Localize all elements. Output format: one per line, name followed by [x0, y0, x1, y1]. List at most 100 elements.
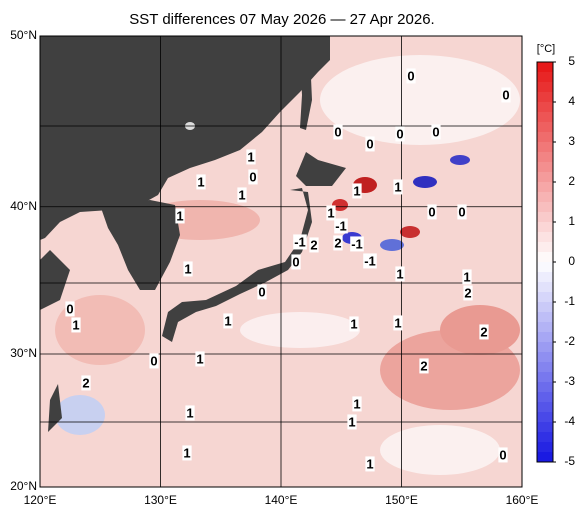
lat-tick-label: 40°N	[10, 199, 37, 213]
contour-label: 1	[353, 183, 360, 198]
contour-label: 0	[428, 204, 435, 219]
colorbar-tick-label: -1	[564, 294, 575, 308]
contour-label-bg	[182, 445, 192, 461]
colorbar-segment	[537, 102, 553, 113]
colorbar-segment	[537, 402, 553, 413]
colorbar-segment	[537, 332, 553, 343]
contour-label: 0	[292, 254, 299, 269]
contour-label-bg	[363, 253, 377, 269]
land	[100, 200, 180, 290]
contour-label: 1	[72, 317, 79, 332]
lon-tick-label: 140°E	[265, 493, 298, 507]
colorbar-segment	[537, 162, 553, 173]
contour-label-bg	[81, 375, 91, 391]
colorbar-segment	[537, 172, 553, 183]
colorbar-tick-label: 2	[568, 174, 575, 188]
contour-label-bg	[393, 315, 403, 331]
contour-label: 1	[348, 414, 355, 429]
colorbar-segment	[537, 142, 553, 153]
colorbar-segment	[537, 192, 553, 203]
contour-label-bg	[501, 87, 511, 103]
contour-label-bg	[427, 204, 437, 220]
contour-label: 0	[150, 353, 157, 368]
contour-label: 2	[464, 285, 471, 300]
cool-area	[55, 395, 105, 435]
colorbar-segment	[537, 362, 553, 373]
lon-tick-label: 130°E	[144, 493, 177, 507]
colorbar-segment	[537, 452, 553, 463]
colorbar-segment	[537, 92, 553, 103]
contour-label: 1	[394, 179, 401, 194]
contour-label-bg	[65, 301, 75, 317]
contour-label: -1	[351, 236, 363, 251]
contour-label-bg	[419, 358, 429, 374]
colorbar-segment	[537, 422, 553, 433]
contour-label: 1	[396, 266, 403, 281]
contour-label-bg	[347, 414, 357, 430]
warm-spot	[332, 199, 348, 211]
colorbar-segment	[537, 262, 553, 273]
colorbar-segment	[537, 212, 553, 223]
contour-label: 2	[82, 375, 89, 390]
contour-label-bg	[71, 317, 81, 333]
contour-label: 1	[176, 208, 183, 223]
contour-label: 1	[463, 269, 470, 284]
contour-label-bg	[395, 126, 405, 142]
contour-label: 0	[499, 447, 506, 462]
contour-label-bg	[333, 124, 343, 140]
contour-label-bg	[365, 136, 375, 152]
contour-label-bg	[309, 237, 319, 253]
contour-label: 1	[394, 315, 401, 330]
contour-label-bg	[406, 68, 416, 84]
colorbar: 5 4 3 2 1 0 -1 -2 -3 -4 -5	[536, 54, 575, 468]
colorbar-tick-label: -2	[564, 334, 575, 348]
colorbar-tick-label: 1	[568, 214, 575, 228]
contour-label-bg	[175, 208, 185, 224]
colorbar-tick-label: 3	[568, 134, 575, 148]
contour-label-bg	[395, 266, 405, 282]
contour-label: 0	[366, 136, 373, 151]
axes: 120°E 130°E 140°E 150°E 160°E 20°N 30°N 40°N 50°…	[10, 28, 538, 507]
colorbar-segment	[537, 342, 553, 353]
contour-label-bg	[185, 405, 195, 421]
colorbar-segment	[537, 122, 553, 133]
contour-label: 2	[420, 358, 427, 373]
contour-label: 1	[350, 316, 357, 331]
contour-label: -1	[335, 218, 347, 233]
colorbar-segment	[537, 432, 553, 443]
contour-label: 0	[258, 284, 265, 299]
contour-label: 0	[66, 301, 73, 316]
colorbar-segment	[537, 272, 553, 283]
land	[40, 36, 330, 240]
contour-label: 2	[334, 235, 341, 250]
contour-label: 1	[353, 396, 360, 411]
land	[300, 56, 312, 130]
colorbar-segment	[537, 132, 553, 143]
contour-label-bg	[293, 234, 307, 250]
contour-label-bg	[479, 324, 489, 340]
contour-label: 0	[249, 169, 256, 184]
colorbar-segment	[537, 252, 553, 263]
colorbar-segment	[537, 282, 553, 293]
colorbar-segment	[537, 112, 553, 123]
contour-label: 2	[480, 324, 487, 339]
colorbar-segment	[537, 312, 553, 323]
contour-label-bg	[462, 269, 472, 285]
colorbar-segment	[537, 222, 553, 233]
colorbar-segment	[537, 232, 553, 243]
map-frame	[39, 35, 523, 488]
colorbar-tick-label: -4	[564, 414, 575, 428]
colorbar-segment	[537, 72, 553, 83]
contour-label: 1	[183, 445, 190, 460]
land	[162, 188, 312, 342]
contour-label-bg	[246, 149, 256, 165]
colorbar-segment	[537, 372, 553, 383]
contour-label: 1	[224, 313, 231, 328]
contour-label-bg	[257, 284, 267, 300]
contour-label: -1	[294, 234, 306, 249]
colorbar-segment	[537, 292, 553, 303]
contour-label: 1	[366, 456, 373, 471]
contour-label-bg	[352, 183, 362, 199]
